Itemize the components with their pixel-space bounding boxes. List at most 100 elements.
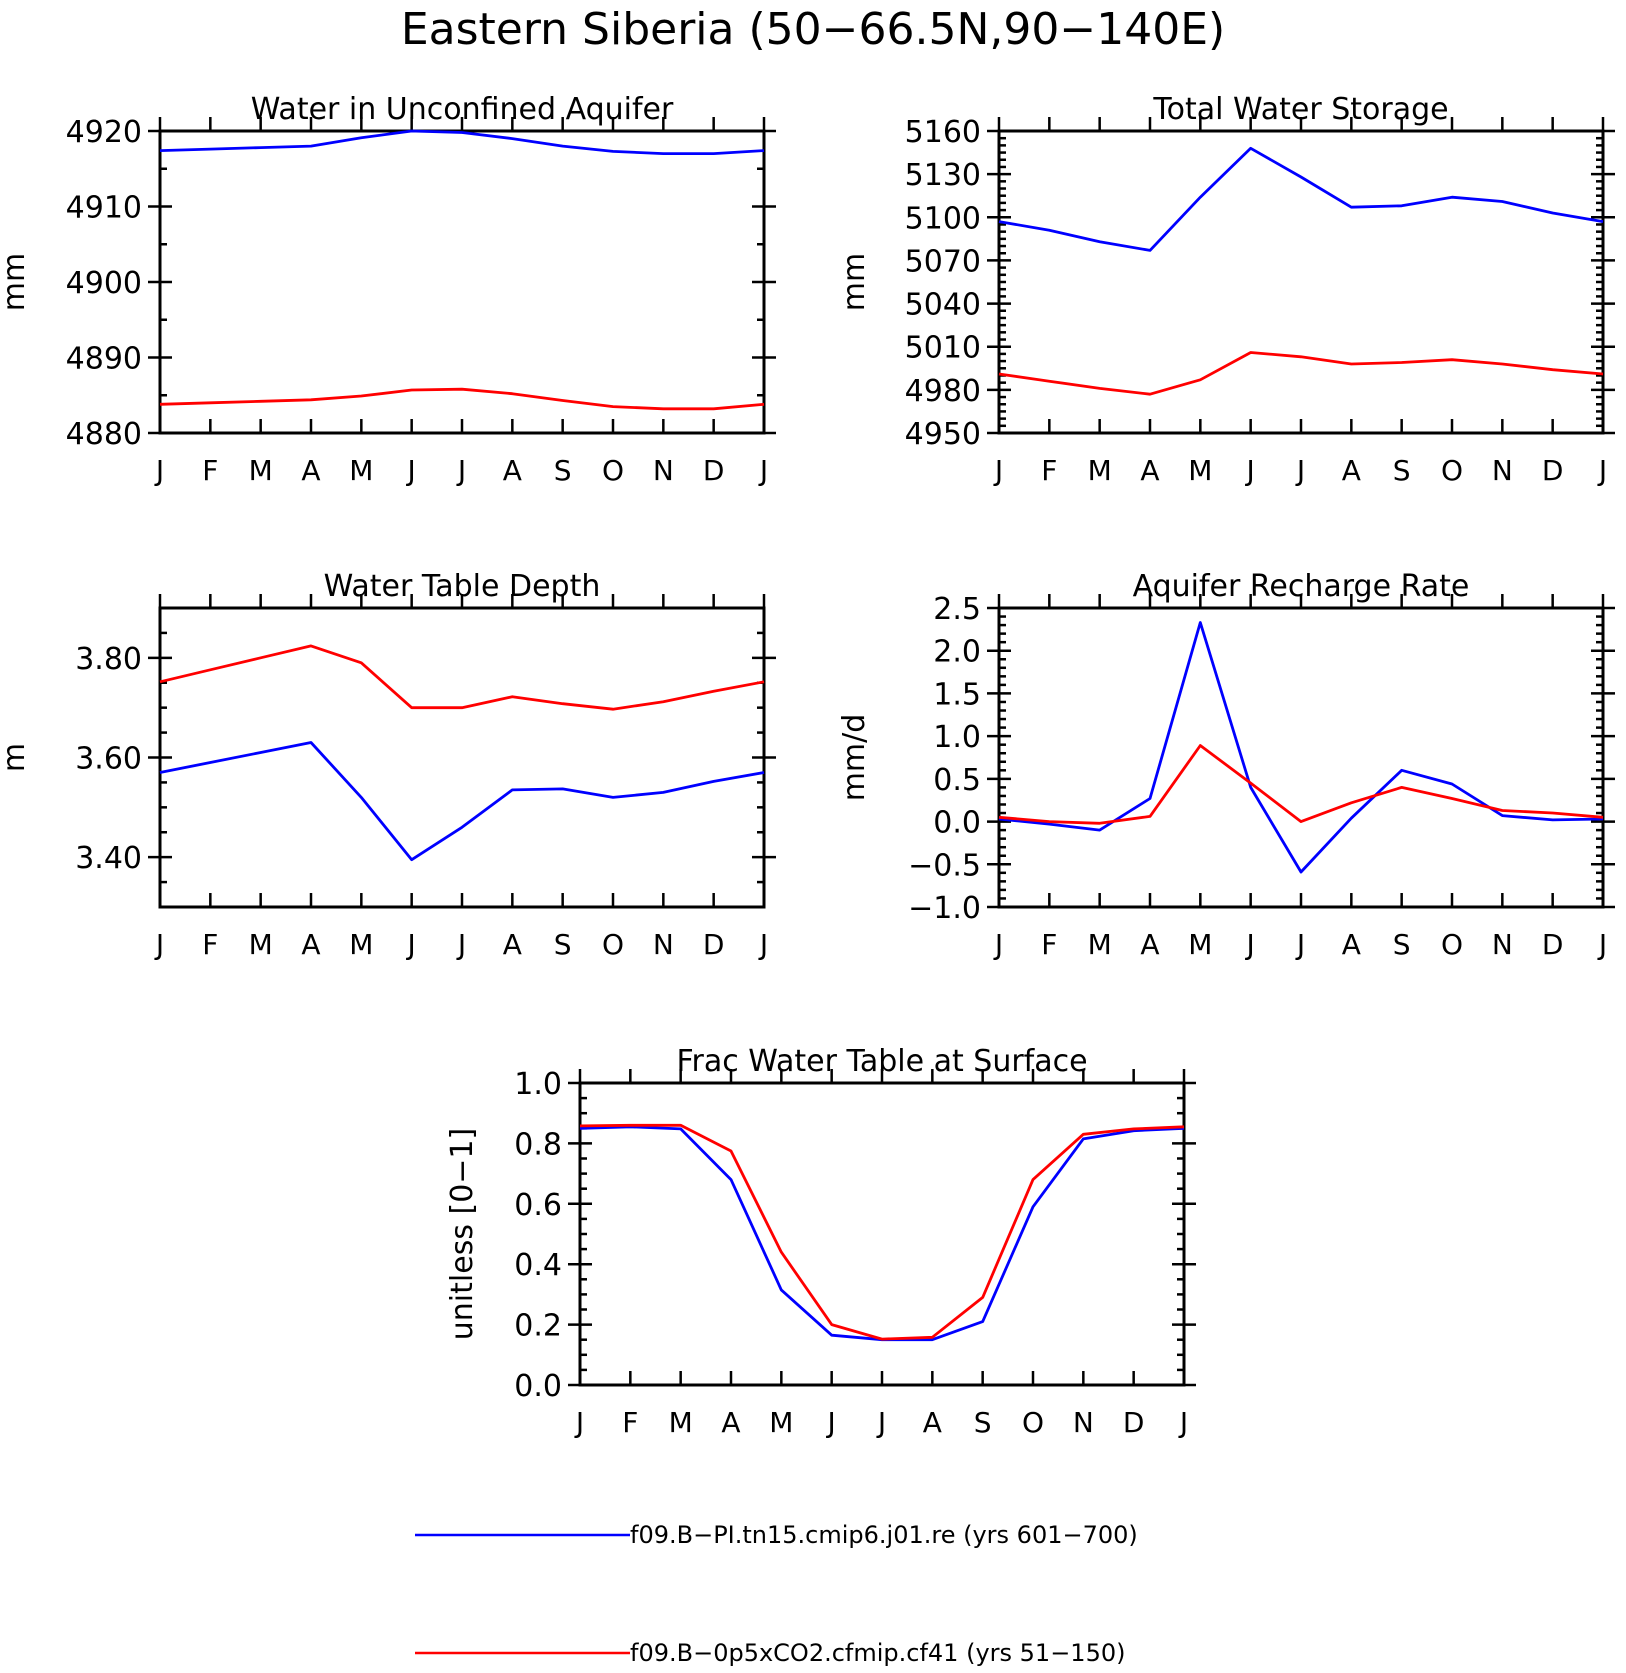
y-tick-label: 4880 [66, 417, 142, 452]
x-tick-label: M [249, 454, 273, 487]
x-tick-label: N [653, 928, 674, 961]
y-tick-label: 0.8 [514, 1127, 562, 1162]
y-tick-label: 0.0 [933, 806, 981, 841]
x-tick-label: J [574, 1406, 584, 1439]
y-tick-label: 0.5 [933, 763, 981, 798]
x-tick-label: F [202, 454, 218, 487]
y-tick-label: 3.40 [75, 841, 142, 876]
series-line-1 [159, 741, 765, 862]
legend-label-series-2: f09.B−0p5xCO2.cfmip.cf41 (yrs 51−150) [630, 1639, 1125, 1667]
y-tick-label: −1.0 [908, 891, 981, 926]
y-tick-label: 2.5 [933, 592, 981, 627]
series-line-1 [159, 129, 765, 156]
y-axis-label: mm [0, 253, 32, 311]
y-tick-label: 4890 [66, 342, 142, 377]
x-tick-label: M [249, 928, 273, 961]
x-tick-label: J [1597, 454, 1607, 487]
plot-frame [158, 606, 766, 909]
x-tick-label: M [349, 454, 373, 487]
x-tick-label: J [406, 928, 416, 961]
series-line-2 [159, 387, 765, 411]
x-tick-label: M [769, 1406, 793, 1439]
x-tick-label: M [1088, 928, 1112, 961]
x-tick-label: O [602, 454, 624, 487]
series-line-1 [579, 1125, 1185, 1342]
y-tick-label: 1.0 [514, 1067, 562, 1102]
x-tick-label: A [503, 454, 522, 487]
x-tick-label: A [1342, 928, 1361, 961]
y-tick-label: 5070 [905, 244, 981, 279]
series-line-2 [579, 1123, 1185, 1341]
figure-title: Eastern Siberia (50−66.5N,90−140E) [401, 4, 1225, 55]
x-tick-label: F [1041, 454, 1057, 487]
x-tick-label: F [1041, 928, 1057, 961]
x-tick-label: J [826, 1406, 836, 1439]
y-tick-label: 1.0 [933, 720, 981, 755]
x-tick-label: O [1441, 928, 1463, 961]
x-tick-label: S [1393, 928, 1411, 961]
x-tick-label: J [993, 928, 1003, 961]
legend: f09.B−PI.tn15.cmip6.j01.re (yrs 601−700)… [415, 1521, 1138, 1667]
y-tick-label: 4910 [66, 191, 142, 226]
x-tick-label: F [622, 1406, 638, 1439]
series-line-1 [998, 146, 1604, 252]
y-tick-label: 4980 [905, 374, 981, 409]
x-tick-label: D [703, 454, 725, 487]
y-tick-label: 3.60 [75, 742, 142, 777]
x-tick-label: O [602, 928, 624, 961]
x-tick-label: J [456, 928, 466, 961]
series-line-2 [159, 644, 765, 711]
plot-frame [997, 606, 1605, 909]
y-tick-label: 5100 [905, 201, 981, 236]
x-tick-label: A [923, 1406, 942, 1439]
y-axis-label: m [0, 743, 32, 772]
y-tick-label: 5130 [905, 158, 981, 193]
x-tick-label: J [154, 928, 164, 961]
x-tick-label: J [456, 454, 466, 487]
x-tick-label: A [1140, 454, 1159, 487]
y-tick-label: 4900 [66, 266, 142, 301]
x-tick-label: A [721, 1406, 740, 1439]
x-tick-label: M [1188, 454, 1212, 487]
x-tick-label: N [1073, 1406, 1094, 1439]
plot-frame [158, 129, 766, 435]
x-tick-label: J [993, 454, 1003, 487]
y-tick-label: 2.0 [933, 635, 981, 670]
x-tick-label: M [1088, 454, 1112, 487]
x-tick-label: J [154, 454, 164, 487]
x-tick-label: M [349, 928, 373, 961]
y-tick-label: 5040 [905, 288, 981, 323]
x-tick-label: S [554, 454, 572, 487]
x-tick-label: O [1022, 1406, 1044, 1439]
y-tick-label: 5160 [905, 115, 981, 150]
x-tick-label: M [669, 1406, 693, 1439]
x-tick-label: J [876, 1406, 886, 1439]
x-tick-label: A [1342, 454, 1361, 487]
y-tick-label: 4920 [66, 115, 142, 150]
x-tick-label: S [554, 928, 572, 961]
x-tick-label: J [1245, 928, 1255, 961]
y-axis-label: mm [837, 253, 872, 311]
y-tick-label: 0.6 [514, 1188, 562, 1223]
x-tick-label: A [503, 928, 522, 961]
y-tick-label: 0.2 [514, 1309, 562, 1344]
x-tick-label: J [1178, 1406, 1188, 1439]
y-tick-label: −0.5 [908, 848, 981, 883]
x-tick-label: N [1492, 454, 1513, 487]
y-tick-label: 0.4 [514, 1248, 562, 1283]
y-tick-label: 1.5 [933, 677, 981, 712]
x-tick-label: J [758, 928, 768, 961]
x-tick-label: D [703, 928, 725, 961]
x-tick-label: M [1188, 928, 1212, 961]
x-tick-label: O [1441, 454, 1463, 487]
x-tick-label: F [202, 928, 218, 961]
x-tick-label: D [1542, 928, 1564, 961]
x-tick-label: N [653, 454, 674, 487]
legend-label-series-1: f09.B−PI.tn15.cmip6.j01.re (yrs 601−700) [630, 1521, 1138, 1549]
y-tick-label: 3.80 [75, 642, 142, 677]
series-line-1 [998, 621, 1604, 874]
